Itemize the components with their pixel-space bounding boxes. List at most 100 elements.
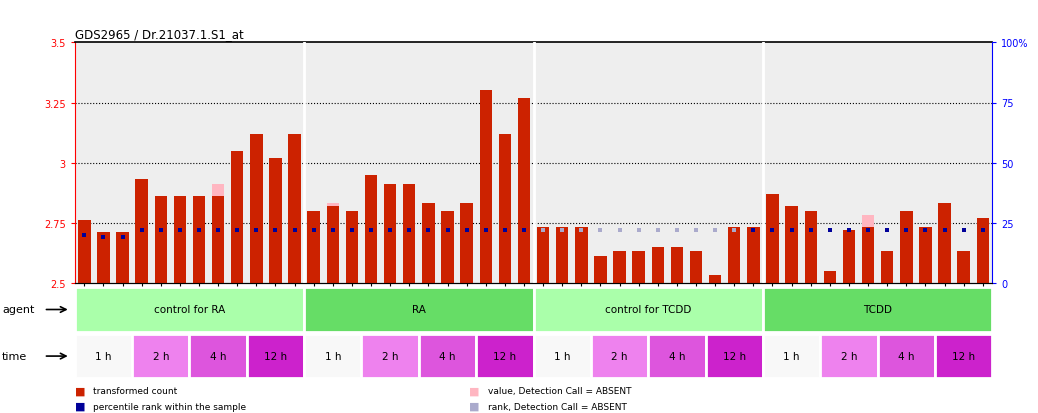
Bar xyxy=(747,228,760,283)
Bar xyxy=(132,335,189,378)
Bar xyxy=(155,197,167,283)
Text: transformed count: transformed count xyxy=(93,386,177,395)
Bar xyxy=(900,211,912,283)
Bar xyxy=(766,218,778,283)
Bar xyxy=(632,252,645,283)
Bar xyxy=(346,211,358,283)
Bar xyxy=(556,228,569,283)
Bar xyxy=(269,158,281,283)
Bar xyxy=(518,216,530,283)
Text: value, Detection Call = ABSENT: value, Detection Call = ABSENT xyxy=(488,386,631,395)
Bar xyxy=(384,185,397,283)
Bar xyxy=(534,335,591,378)
Bar xyxy=(804,218,817,283)
Bar xyxy=(193,197,206,283)
Text: 2 h: 2 h xyxy=(153,351,169,361)
Text: 1 h: 1 h xyxy=(554,351,571,361)
Bar xyxy=(881,252,894,283)
Bar xyxy=(307,216,320,283)
Bar xyxy=(212,197,224,283)
Bar xyxy=(575,230,588,283)
Bar xyxy=(881,254,894,283)
Bar xyxy=(938,209,951,283)
Bar xyxy=(900,216,912,283)
Bar xyxy=(977,218,989,283)
Bar xyxy=(304,287,534,332)
Bar xyxy=(78,228,90,283)
Bar xyxy=(537,230,549,283)
Text: 1 h: 1 h xyxy=(784,351,800,361)
Bar xyxy=(135,228,147,283)
Text: 2 h: 2 h xyxy=(611,351,628,361)
Bar xyxy=(920,230,932,283)
Bar xyxy=(364,175,377,283)
Bar xyxy=(480,216,492,283)
Bar xyxy=(804,211,817,283)
Text: GDS2965 / Dr.21037.1.S1_at: GDS2965 / Dr.21037.1.S1_at xyxy=(75,28,244,41)
Text: TCDD: TCDD xyxy=(864,305,892,315)
Bar xyxy=(250,134,263,283)
Bar xyxy=(632,252,645,283)
Bar xyxy=(75,287,304,332)
Text: control for RA: control for RA xyxy=(154,305,225,315)
Bar xyxy=(820,335,878,378)
Bar xyxy=(361,335,418,378)
Bar xyxy=(189,335,247,378)
Text: control for TCDD: control for TCDD xyxy=(605,305,691,315)
Bar xyxy=(518,98,530,283)
Bar xyxy=(843,254,855,283)
Bar xyxy=(403,187,415,283)
Bar xyxy=(498,134,511,283)
Bar xyxy=(766,194,778,283)
Text: 4 h: 4 h xyxy=(668,351,685,361)
Text: percentile rank within the sample: percentile rank within the sample xyxy=(93,402,247,411)
Bar xyxy=(327,204,339,283)
Bar xyxy=(98,233,110,283)
Text: 12 h: 12 h xyxy=(493,351,517,361)
Bar xyxy=(594,259,606,283)
Bar xyxy=(418,335,476,378)
Bar xyxy=(537,228,549,283)
Bar xyxy=(476,335,534,378)
Bar xyxy=(763,287,992,332)
Bar xyxy=(304,335,361,378)
Bar xyxy=(648,335,706,378)
Bar xyxy=(709,276,721,283)
Text: ■: ■ xyxy=(75,385,85,395)
Text: time: time xyxy=(2,351,27,361)
Bar xyxy=(384,185,397,283)
Text: ■: ■ xyxy=(469,385,480,395)
Bar xyxy=(307,211,320,283)
Text: 4 h: 4 h xyxy=(210,351,226,361)
Bar xyxy=(250,194,263,283)
Bar xyxy=(706,335,763,378)
Bar xyxy=(441,211,454,283)
Bar xyxy=(920,228,932,283)
Bar xyxy=(591,335,648,378)
Bar xyxy=(461,204,473,283)
Bar xyxy=(652,249,664,283)
Bar xyxy=(212,185,224,283)
Bar xyxy=(480,91,492,283)
Bar xyxy=(935,335,992,378)
Bar xyxy=(878,335,935,378)
Bar xyxy=(231,151,244,283)
Bar xyxy=(728,230,740,283)
Text: 12 h: 12 h xyxy=(264,351,288,361)
Bar xyxy=(977,230,989,283)
Text: 4 h: 4 h xyxy=(898,351,914,361)
Bar xyxy=(75,335,132,378)
Text: ■: ■ xyxy=(75,401,85,411)
Text: 1 h: 1 h xyxy=(95,351,112,361)
Text: rank, Detection Call = ABSENT: rank, Detection Call = ABSENT xyxy=(488,402,627,411)
Bar xyxy=(786,211,798,283)
Bar xyxy=(269,158,281,283)
Bar xyxy=(843,230,855,283)
Text: 2 h: 2 h xyxy=(841,351,857,361)
Bar xyxy=(786,206,798,283)
Bar xyxy=(116,235,129,283)
Bar xyxy=(289,194,301,283)
Bar xyxy=(823,271,836,283)
Bar xyxy=(364,216,377,283)
Bar xyxy=(957,254,969,283)
